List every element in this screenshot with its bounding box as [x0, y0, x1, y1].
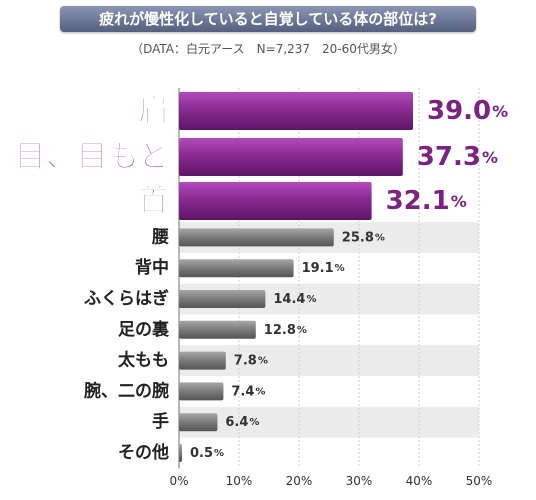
value-number: 6.4	[225, 415, 248, 430]
value-label: 32.1%	[386, 186, 467, 216]
value-label: 12.8%	[264, 322, 307, 337]
value-unit: %	[375, 232, 385, 243]
value-label: 7.8%	[234, 353, 268, 368]
value-label: 7.4%	[231, 384, 265, 399]
x-tick-label: 0%	[169, 474, 188, 488]
category-label: 目、目もと	[15, 139, 169, 175]
value-unit: %	[297, 324, 307, 335]
row-stripe	[179, 345, 479, 376]
category-label: 腕、二の腕	[84, 380, 169, 401]
value-number: 7.4	[231, 384, 254, 399]
bar-3	[179, 182, 372, 220]
value-label: 37.3%	[417, 142, 498, 172]
value-label: 6.4%	[225, 415, 259, 430]
category-label: 背中	[135, 257, 169, 278]
value-number: 7.8	[234, 353, 257, 368]
x-tick-label: 10%	[226, 474, 253, 488]
value-number: 39.0	[427, 96, 491, 126]
value-unit: %	[249, 417, 259, 428]
value-number: 19.1	[302, 261, 334, 276]
value-unit: %	[335, 263, 345, 274]
value-number: 25.8	[342, 230, 374, 245]
category-label: その他	[118, 442, 169, 463]
value-unit: %	[258, 355, 268, 366]
value-number: 0.5	[190, 446, 213, 461]
x-tick-label: 30%	[346, 474, 373, 488]
value-unit: %	[451, 192, 467, 211]
value-label: 25.8%	[342, 230, 385, 245]
bar-6	[179, 290, 266, 308]
x-tick-label: 20%	[286, 474, 313, 488]
category-label: 足の裏	[118, 319, 170, 340]
bar-9	[179, 382, 224, 401]
value-label: 14.4%	[273, 292, 316, 307]
bar-11	[179, 444, 182, 462]
bar-8	[179, 351, 226, 370]
chart-subtitle: （DATA：白元アース N=7,237 20-60代男女）	[131, 42, 405, 56]
category-label: 肩	[138, 93, 169, 129]
category-label: 腰	[152, 227, 169, 247]
category-label: 手	[152, 411, 169, 432]
value-unit: %	[306, 294, 316, 305]
x-tick-label: 50%	[466, 474, 493, 488]
category-label: 首	[138, 183, 169, 219]
value-label: 0.5%	[190, 446, 224, 461]
bar-10	[179, 413, 218, 432]
value-number: 14.4	[273, 292, 305, 307]
value-unit: %	[482, 148, 498, 167]
value-number: 32.1	[386, 186, 450, 216]
value-unit: %	[492, 102, 508, 121]
chart-title: 疲れが慢性化していると自覚している体の部位は?	[60, 6, 476, 32]
row-stripe	[179, 406, 479, 438]
value-number: 37.3	[417, 142, 481, 172]
x-tick-label: 40%	[406, 474, 433, 488]
bar-2	[179, 138, 403, 176]
value-number: 12.8	[264, 322, 296, 337]
bar-5	[179, 259, 294, 278]
category-label: 太もも	[118, 350, 169, 371]
value-unit: %	[255, 386, 265, 397]
value-unit: %	[214, 448, 224, 459]
value-label: 39.0%	[427, 96, 508, 126]
category-label: ふくらはぎ	[84, 288, 169, 309]
bar-4	[179, 228, 334, 247]
value-label: 19.1%	[302, 261, 345, 276]
bar-1	[179, 92, 413, 130]
bar-7	[179, 320, 256, 339]
